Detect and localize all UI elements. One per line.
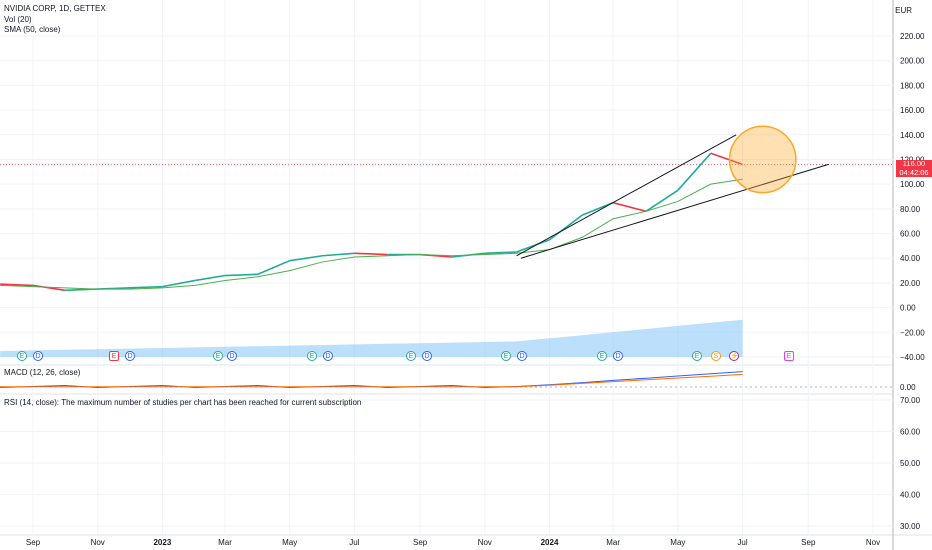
sma-legend[interactable]: SMA (50, close)	[4, 25, 61, 34]
dividend-icon[interactable]: D	[227, 351, 237, 361]
highlight-circle	[728, 125, 797, 194]
split-icon[interactable]: S	[711, 351, 721, 361]
macd-tick-label: 0.00	[900, 383, 916, 392]
trendline	[516, 134, 737, 257]
price-tick-label: 0.00	[900, 304, 916, 313]
time-tick-label: Jul	[737, 538, 747, 547]
price-segment	[322, 252, 355, 257]
current-price-value: 116.00	[902, 159, 926, 168]
price-tick-label: −40.00	[900, 353, 925, 362]
price-segment	[516, 238, 550, 253]
price-tick-label: 40.00	[900, 254, 921, 263]
price-segment	[354, 252, 388, 256]
dividend-icon[interactable]: D	[517, 351, 527, 361]
volume-legend[interactable]: Vol (20)	[4, 15, 32, 24]
dividend-icon[interactable]: D	[125, 351, 135, 361]
bolt-icon[interactable]: ⚡	[729, 351, 739, 361]
price-segment	[257, 259, 290, 276]
earnings-icon[interactable]: E	[597, 351, 607, 361]
earnings-icon[interactable]: E	[406, 351, 416, 361]
price-segment	[677, 152, 712, 191]
time-tick-label: Mar	[218, 538, 232, 547]
price-tick-label: 200.00	[900, 57, 925, 66]
price-tick-label: 100.00	[900, 180, 925, 189]
time-tick-label: Nov	[478, 538, 492, 547]
rsi-tick-label: 40.00	[900, 491, 921, 500]
macd-signal-line	[0, 373, 743, 388]
price-segment	[710, 152, 743, 166]
macd-line	[0, 371, 743, 389]
time-tick-label: 2024	[541, 538, 559, 547]
time-tick-label: May	[670, 538, 685, 547]
bar-countdown: 04:42:06	[899, 167, 929, 177]
price-segment	[195, 274, 226, 282]
rsi-legend: RSI (14, close): The maximum number of s…	[4, 398, 362, 407]
time-tick-label: Nov	[91, 538, 105, 547]
earnings-icon[interactable]: E	[307, 351, 317, 361]
time-tick-label: Jul	[349, 538, 359, 547]
time-tick-label: Sep	[801, 538, 816, 547]
price-segment	[0, 283, 34, 287]
volume-area	[0, 319, 743, 357]
price-segment	[129, 285, 163, 289]
price-segment	[582, 201, 614, 216]
earnings-icon[interactable]: E	[501, 351, 511, 361]
price-segment	[612, 201, 647, 213]
price-segment	[645, 189, 679, 212]
currency-label[interactable]: EUR	[895, 6, 912, 15]
price-tick-label: 80.00	[900, 205, 921, 214]
macd-legend[interactable]: MACD (12, 26, close)	[4, 368, 81, 377]
earnings-icon[interactable]: E	[109, 351, 119, 361]
rsi-tick-label: 60.00	[900, 428, 921, 437]
price-tick-label: 60.00	[900, 230, 921, 239]
time-tick-label: Mar	[606, 538, 620, 547]
trendline	[520, 163, 829, 259]
rsi-tick-label: 70.00	[900, 396, 921, 405]
price-tick-label: 20.00	[900, 279, 921, 288]
price-segment	[484, 251, 517, 255]
rsi-tick-label: 30.00	[900, 522, 921, 531]
earnings-icon[interactable]: E	[213, 351, 223, 361]
dividend-icon[interactable]: D	[422, 351, 432, 361]
price-tick-label: −20.00	[900, 328, 925, 337]
price-segment	[224, 273, 258, 277]
current-price-tag: 116.00 04:42:06	[896, 159, 932, 177]
time-tick-label: 2023	[153, 538, 171, 547]
earnings-icon[interactable]: E	[784, 351, 794, 361]
time-tick-label: Sep	[26, 538, 41, 547]
dividend-icon[interactable]: D	[323, 351, 333, 361]
price-tick-label: 160.00	[900, 106, 925, 115]
price-tick-label: 140.00	[900, 131, 925, 140]
price-segment	[162, 279, 196, 288]
dividend-icon[interactable]: D	[33, 351, 43, 361]
price-segment	[549, 214, 583, 241]
price-segment	[32, 284, 65, 292]
symbol-legend[interactable]: NVIDIA CORP, 1D, GETTEX	[4, 4, 106, 13]
earnings-icon[interactable]: E	[692, 351, 702, 361]
earnings-icon[interactable]: E	[17, 351, 27, 361]
sma-line	[0, 178, 743, 290]
time-tick-label: Nov	[866, 538, 880, 547]
price-tick-label: 220.00	[900, 32, 925, 41]
time-tick-label: Sep	[413, 538, 428, 547]
price-tick-label: 180.00	[900, 81, 925, 90]
price-segment	[289, 254, 323, 262]
rsi-tick-label: 50.00	[900, 459, 921, 468]
time-tick-label: May	[282, 538, 297, 547]
price-tick-label: 120.00	[900, 155, 925, 164]
dividend-icon[interactable]: D	[613, 351, 623, 361]
